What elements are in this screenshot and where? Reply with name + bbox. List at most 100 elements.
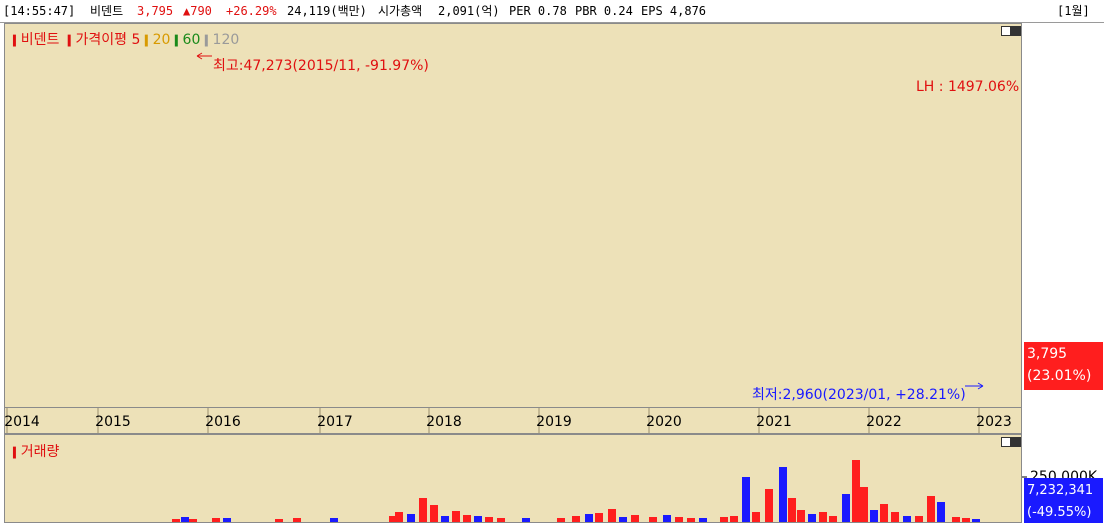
volume-bar [430,505,438,522]
volume-bar [788,498,796,522]
volume-bar [952,517,960,522]
year-label: 2020 [646,414,682,430]
volume-bar [212,518,220,522]
year-label: 2014 [5,414,40,430]
volume-bar [937,502,945,522]
per-value: PER 0.78 [509,4,567,18]
volume-bar [463,515,471,522]
volume-bar [389,516,397,522]
close-icon[interactable] [1011,26,1021,36]
volume-bar [972,519,980,522]
volume-bar [730,516,738,522]
price-chart-panel[interactable]: ▍비덴트 ▍가격이평 5 ▍20 ▍60 ▍120 최고:47,273(2015… [4,23,1022,408]
chart-legend: ▍비덴트 ▍가격이평 5 ▍20 ▍60 ▍120 [13,32,240,48]
market-cap: 2,091(억) [438,4,500,18]
legend-ma-label: 가격이평 [75,32,128,48]
volume-bar [765,489,773,522]
volume-legend: ▍거래량 [13,444,60,460]
volume-bar [631,515,639,522]
price-axis-ticks: 45,50042,00038,50035,00031,50028,00024,5… [1022,469,1098,485]
volume-bar [675,517,683,522]
time-axis: 2014 2015 2016 2017 2018 2019 2020 2021 2022 2023 [4,408,1022,434]
stock-name: 비덴트 [90,4,124,18]
volume-bar [557,518,565,522]
maximize-icon[interactable] [1001,26,1011,36]
volume-bar [485,517,493,522]
volume-bar [852,460,860,522]
year-label: 2017 [317,414,353,430]
volume-bar [275,519,283,522]
volume-bar [687,518,695,522]
price-chart[interactable] [5,24,1021,407]
volume-bar [189,519,197,522]
volume-bar [223,518,231,522]
year-label: 2022 [866,414,902,430]
volume-bar [663,515,671,522]
legend-ma20: 20 [152,32,171,48]
volume-bar [870,510,878,522]
low-arrow [965,382,984,390]
volume-bar [797,510,805,522]
current-price-box: 3,795 (23.01%) [1024,342,1103,390]
volume-bar [720,517,728,522]
time-axis-labels: 2014 2015 2016 2017 2018 2019 2020 2021 2022 2023 [5,408,1012,433]
volume-bar [293,518,301,522]
volume-bar [742,477,750,522]
market-cap-label: 시가총액 [378,4,423,18]
volume-bar [395,512,403,522]
volume-bar [752,512,760,522]
volume-bar [842,494,850,522]
volume-maximize-icon[interactable] [1001,437,1011,447]
price-change-pct: +26.29% [226,4,277,18]
volume-bar [419,498,427,522]
volume-bar [619,517,627,522]
legend-ma5: 5 [131,32,141,48]
volume-bar [699,518,707,522]
volume-bar [891,512,899,522]
current-price-label: 3,795 [1027,346,1068,362]
quote-bar: [14:55:47] 비덴트 3,795 ▲790 +26.29% 24,119… [0,0,1104,23]
volume-bar [181,517,189,522]
year-label: 2018 [426,414,462,430]
current-volume-pct: (-49.55%) [1027,505,1092,520]
volume-panel[interactable]: ▍거래량 [4,434,1022,523]
current-price: 3,795 [137,4,174,18]
price-change: ▲790 [183,4,212,18]
legend-ma60: 60 [182,32,201,48]
volume-bar [585,514,593,522]
high-annotation: 최고:47,273(2015/11, -91.97%) [213,58,429,74]
lh-annotation: LH : 1497.06% [916,79,1020,95]
volume-chart[interactable] [5,435,1021,522]
clock: [14:55:47] [3,4,76,18]
volume-bar [572,516,580,522]
period-selector[interactable]: [1월] [1057,4,1090,18]
volume-bar [829,516,837,522]
volume-bar [649,517,657,522]
volume-bar [522,518,530,522]
volume-bar [903,516,911,522]
volume-bar [441,516,449,522]
volume-bar [880,504,888,522]
volume-bar [860,487,868,522]
volume-bar [595,513,603,522]
high-arrow [196,52,212,60]
volume-bar [962,518,970,522]
current-volume-box: 7,232,341 (-49.55%) [1024,478,1103,523]
year-label: 2015 [95,414,131,430]
eps-value: EPS 4,876 [641,4,707,18]
low-annotation: 최저:2,960(2023/01, +28.21%) [752,387,966,403]
volume-bar [915,516,923,522]
trade-volume: 24,119(백만) [287,4,367,18]
legend-ma120: 120 [212,32,240,48]
current-volume-label: 7,232,341 [1027,483,1094,498]
volume-bar [779,467,787,522]
volume-bar [819,512,827,522]
legend-name: 비덴트 [20,32,60,48]
volume-bar [330,518,338,522]
volume-bar [407,514,415,522]
year-label: 2016 [205,414,241,430]
year-label: 2019 [536,414,572,430]
volume-bar [808,514,816,522]
volume-close-icon[interactable] [1011,437,1021,447]
pbr-value: PBR 0.24 [575,4,633,18]
